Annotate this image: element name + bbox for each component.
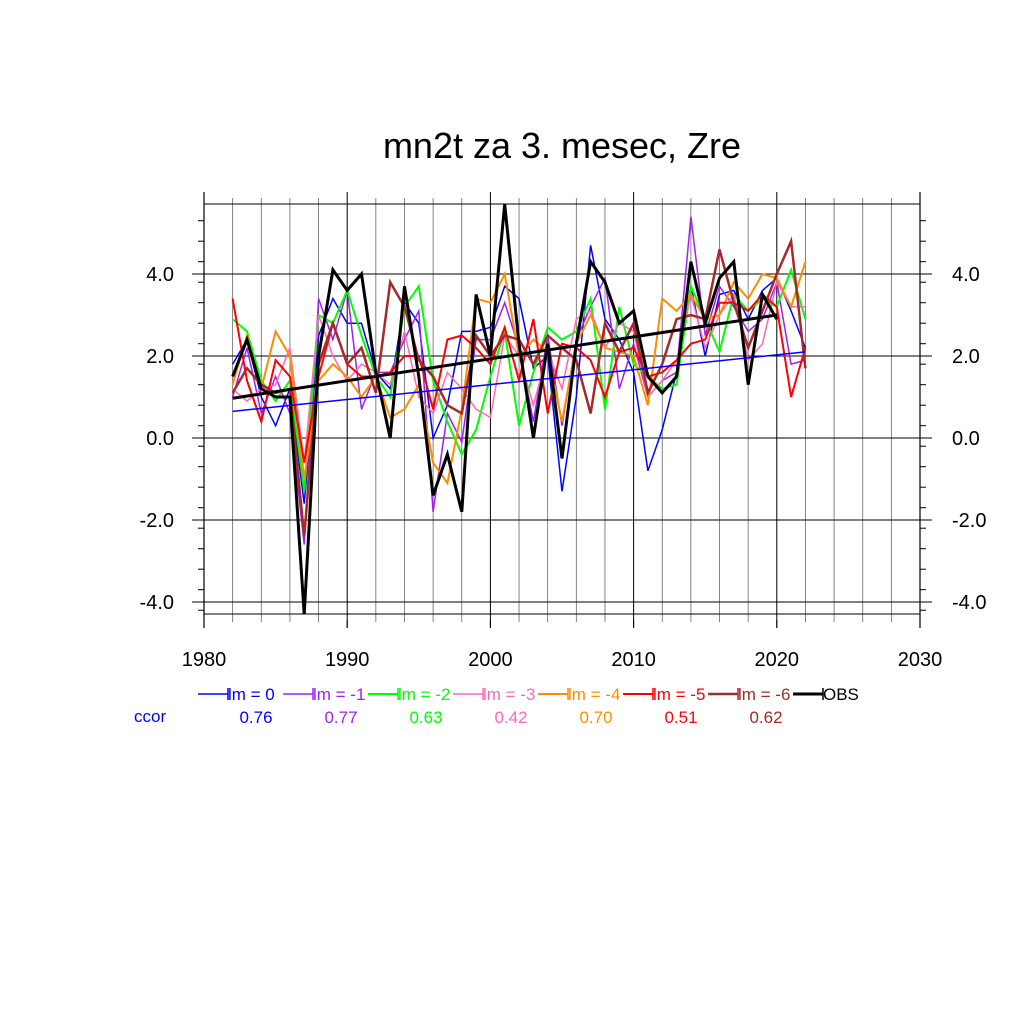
x-tick-label: 2000 [468, 649, 513, 671]
series-line-7 [231, 204, 779, 615]
legend-label: lm = -5 [653, 685, 705, 704]
ccor-value: 0.42 [494, 708, 527, 727]
grid-lines [204, 192, 920, 628]
x-tick-label: 2010 [611, 649, 656, 671]
ccor-value: 0.62 [749, 708, 782, 727]
series-line-4 [231, 261, 807, 486]
legend-label: lm = -4 [568, 685, 620, 704]
legend-label: lm = -3 [483, 685, 535, 704]
y-tick-label-left: 2.0 [146, 346, 174, 368]
x-tick-label: 1990 [325, 649, 370, 671]
x-tick-label: 2020 [755, 649, 800, 671]
ccor-value: 0.77 [324, 708, 357, 727]
chart-title: mn2t za 3. mesec, Zre [383, 125, 741, 166]
legend-label: lm = -1 [313, 685, 365, 704]
ccor-value: 0.70 [579, 708, 612, 727]
legend: ccor lm = 0 0.76 lm = -1 0.77 lm = -2 0.63 lm =… [134, 685, 859, 727]
y-tick-label-right: 2.0 [952, 346, 980, 368]
y-tick-label-left: 0.0 [146, 428, 174, 450]
ccor-label: ccor [134, 707, 166, 726]
ccor-value: 0.76 [239, 708, 272, 727]
series-line-5 [231, 293, 807, 463]
axes: 4.0 4.0 2.0 2.0 0.0 0.0 -2.0 -2.0 -4.0 -4.0 1980 19… [140, 192, 986, 671]
legend-label: lm = 0 [228, 685, 275, 704]
y-tick-label-right: -4.0 [952, 592, 986, 614]
y-tick-label-left: -2.0 [140, 510, 174, 532]
y-tick-label-right: 4.0 [952, 264, 980, 286]
x-tick-label: 1980 [182, 649, 227, 671]
ccor-value: 0.51 [664, 708, 697, 727]
series-group [231, 204, 807, 615]
y-tick-label-right: -2.0 [952, 510, 986, 532]
y-tick-label-left: -4.0 [140, 592, 174, 614]
y-tick-label-left: 4.0 [146, 264, 174, 286]
trend-line-1 [232, 313, 778, 400]
x-tick-label: 2030 [898, 649, 943, 671]
trend-line-0 [232, 351, 806, 413]
y-tick-label-right: 0.0 [952, 428, 980, 450]
legend-label: lm = -6 [738, 685, 790, 704]
legend-label: OBS [823, 685, 859, 704]
legend-label: lm = -2 [398, 685, 450, 704]
ccor-value: 0.63 [409, 708, 442, 727]
